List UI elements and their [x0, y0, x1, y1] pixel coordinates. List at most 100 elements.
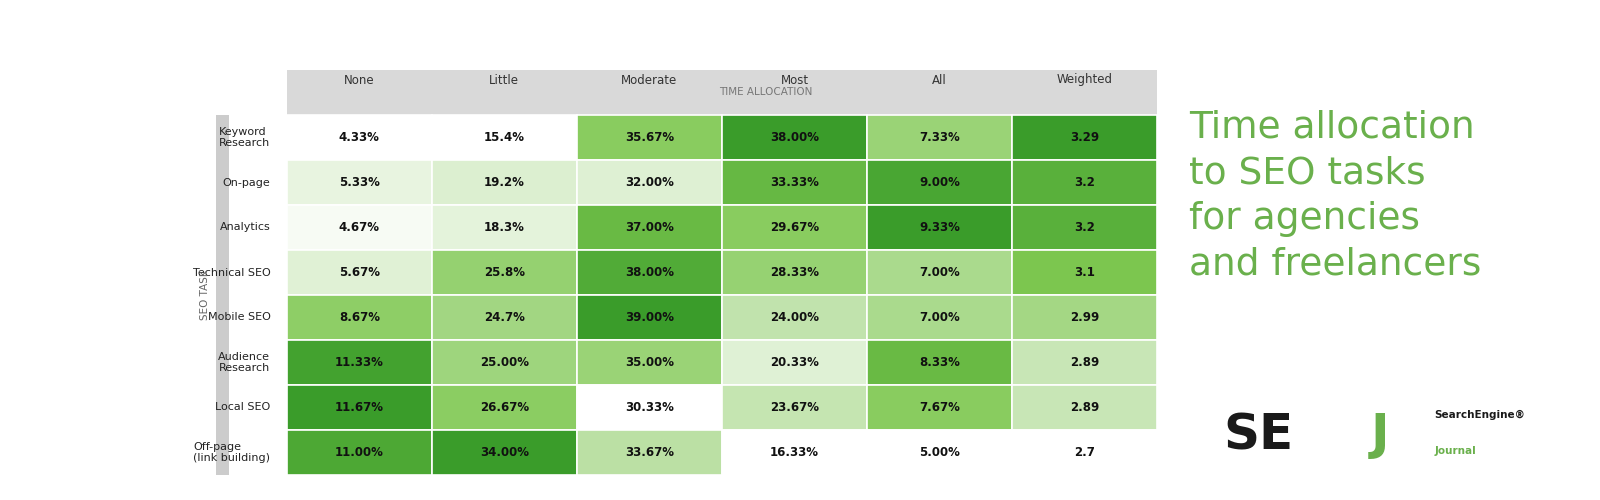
- Text: 4.33%: 4.33%: [339, 131, 379, 144]
- Bar: [286, 295, 432, 340]
- Text: 24.00%: 24.00%: [770, 311, 819, 324]
- Text: 7.00%: 7.00%: [918, 266, 960, 279]
- Bar: [286, 160, 432, 205]
- Bar: [578, 250, 722, 295]
- Bar: [432, 250, 578, 295]
- Text: Weighted: Weighted: [1056, 74, 1112, 86]
- Bar: [286, 250, 432, 295]
- Text: 9.00%: 9.00%: [918, 176, 960, 189]
- Text: 24.7%: 24.7%: [483, 311, 525, 324]
- Bar: [578, 115, 722, 160]
- Bar: [867, 430, 1013, 475]
- Text: Time allocation
to SEO tasks
for agencies
and freelancers: Time allocation to SEO tasks for agencie…: [1189, 110, 1482, 282]
- Bar: [286, 115, 432, 160]
- Text: None: None: [344, 74, 374, 86]
- Bar: [432, 160, 578, 205]
- Text: 9.33%: 9.33%: [918, 221, 960, 234]
- Bar: [722, 205, 867, 250]
- Text: 19.2%: 19.2%: [483, 176, 525, 189]
- Text: 18.3%: 18.3%: [483, 221, 525, 234]
- Text: 8.67%: 8.67%: [339, 311, 379, 324]
- Text: 38.00%: 38.00%: [770, 131, 819, 144]
- Bar: [722, 250, 867, 295]
- Text: 3.29: 3.29: [1070, 131, 1099, 144]
- Bar: [1013, 160, 1157, 205]
- Text: Local SEO: Local SEO: [214, 402, 270, 412]
- Text: 38.00%: 38.00%: [626, 266, 674, 279]
- Bar: [432, 295, 578, 340]
- Bar: [722, 430, 867, 475]
- Bar: [867, 295, 1013, 340]
- Text: 2.89: 2.89: [1070, 401, 1099, 414]
- Bar: [578, 385, 722, 430]
- Text: 25.8%: 25.8%: [483, 266, 525, 279]
- Bar: [1013, 295, 1157, 340]
- Text: SearchEngine®: SearchEngine®: [1434, 410, 1525, 420]
- Text: 28.33%: 28.33%: [770, 266, 819, 279]
- Text: Keyword
Research: Keyword Research: [219, 126, 270, 148]
- Bar: [432, 385, 578, 430]
- Text: SEO TASK: SEO TASK: [200, 270, 210, 320]
- Bar: [1013, 340, 1157, 385]
- Bar: [1013, 115, 1157, 160]
- Text: 25.00%: 25.00%: [480, 356, 530, 369]
- Text: Technical SEO: Technical SEO: [192, 268, 270, 278]
- Bar: [867, 385, 1013, 430]
- Text: Analytics: Analytics: [219, 222, 270, 232]
- Bar: [867, 160, 1013, 205]
- Text: 2.89: 2.89: [1070, 356, 1099, 369]
- Bar: [286, 205, 432, 250]
- Text: 26.67%: 26.67%: [480, 401, 530, 414]
- Text: Most: Most: [781, 74, 808, 86]
- Text: 5.67%: 5.67%: [339, 266, 379, 279]
- Text: 33.67%: 33.67%: [626, 446, 674, 459]
- Bar: [867, 115, 1013, 160]
- Text: 33.33%: 33.33%: [770, 176, 819, 189]
- Bar: [286, 385, 432, 430]
- Text: 34.00%: 34.00%: [480, 446, 530, 459]
- Text: Audience
Research: Audience Research: [219, 352, 270, 374]
- Bar: [722, 115, 867, 160]
- Text: 37.00%: 37.00%: [626, 221, 674, 234]
- Bar: [722, 385, 867, 430]
- Text: J: J: [1371, 411, 1389, 459]
- Text: 11.67%: 11.67%: [334, 401, 384, 414]
- Bar: [216, 115, 229, 475]
- Bar: [867, 205, 1013, 250]
- Text: TIME ALLOCATION: TIME ALLOCATION: [718, 88, 813, 98]
- Text: 7.33%: 7.33%: [918, 131, 960, 144]
- Text: Off-page
(link building): Off-page (link building): [194, 442, 270, 464]
- Text: All: All: [933, 74, 947, 86]
- Bar: [432, 340, 578, 385]
- Bar: [1013, 430, 1157, 475]
- Bar: [867, 250, 1013, 295]
- Text: 8.33%: 8.33%: [918, 356, 960, 369]
- Text: 15.4%: 15.4%: [483, 131, 525, 144]
- Bar: [432, 205, 578, 250]
- Bar: [578, 430, 722, 475]
- Text: 11.33%: 11.33%: [334, 356, 384, 369]
- Text: 2.99: 2.99: [1070, 311, 1099, 324]
- Text: 3.1: 3.1: [1074, 266, 1094, 279]
- Bar: [286, 430, 432, 475]
- Text: 3.2: 3.2: [1074, 221, 1094, 234]
- Text: On-page: On-page: [222, 178, 270, 188]
- Text: 39.00%: 39.00%: [626, 311, 674, 324]
- Bar: [1013, 205, 1157, 250]
- Bar: [1013, 385, 1157, 430]
- Bar: [432, 430, 578, 475]
- Text: 20.33%: 20.33%: [770, 356, 819, 369]
- Bar: [432, 115, 578, 160]
- Bar: [286, 340, 432, 385]
- Text: 35.00%: 35.00%: [626, 356, 674, 369]
- Text: 16.33%: 16.33%: [770, 446, 819, 459]
- Text: 29.67%: 29.67%: [770, 221, 819, 234]
- Text: SE: SE: [1222, 411, 1293, 459]
- Bar: [286, 70, 1157, 115]
- Text: Little: Little: [490, 74, 520, 86]
- Text: 7.67%: 7.67%: [918, 401, 960, 414]
- Text: 3.2: 3.2: [1074, 176, 1094, 189]
- Bar: [578, 205, 722, 250]
- Bar: [578, 340, 722, 385]
- Bar: [578, 160, 722, 205]
